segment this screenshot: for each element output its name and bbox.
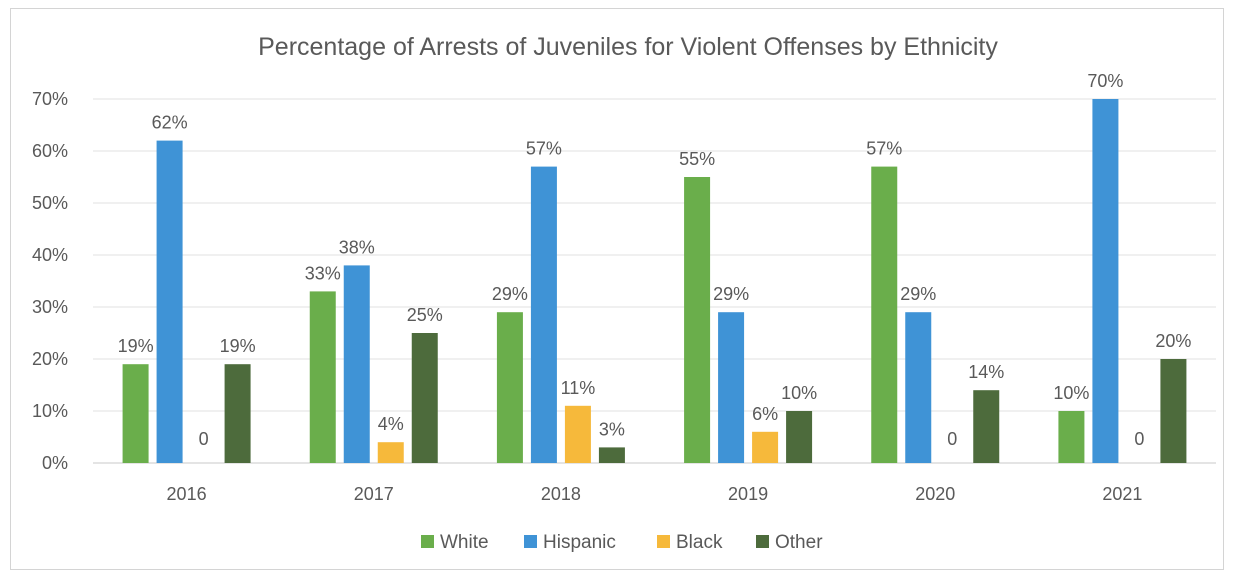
bar-other-2021 bbox=[1160, 359, 1187, 463]
bar-white-2021 bbox=[1058, 411, 1085, 463]
legend-label: Other bbox=[775, 532, 823, 553]
y-tick-label: 0% bbox=[42, 453, 68, 473]
data-label-white-2016: 19% bbox=[118, 336, 154, 356]
data-label-black-2017: 4% bbox=[378, 414, 404, 434]
data-label-white-2017: 33% bbox=[305, 263, 341, 283]
bar-other-2020 bbox=[973, 390, 1000, 463]
y-tick-label: 30% bbox=[32, 297, 68, 317]
bar-white-2020 bbox=[871, 166, 898, 463]
legend-label: Black bbox=[676, 532, 723, 553]
data-label-other-2018: 3% bbox=[599, 419, 625, 439]
legend-swatch bbox=[421, 535, 434, 548]
gridlines bbox=[93, 98, 1216, 464]
y-tick-label: 60% bbox=[32, 141, 68, 161]
x-tick-label: 2021 bbox=[1102, 484, 1142, 504]
y-tick-label: 40% bbox=[32, 245, 68, 265]
y-tick-label: 70% bbox=[32, 89, 68, 109]
data-label-hispanic-2017: 38% bbox=[339, 237, 375, 257]
legend-item-hispanic: Hispanic bbox=[524, 532, 616, 553]
bar-white-2019 bbox=[684, 177, 711, 463]
bar-black-2018 bbox=[564, 405, 591, 463]
x-tick-label: 2019 bbox=[728, 484, 768, 504]
chart-frame bbox=[10, 8, 1224, 570]
data-label-white-2021: 10% bbox=[1053, 383, 1089, 403]
data-label-other-2019: 10% bbox=[781, 383, 817, 403]
data-label-white-2019: 55% bbox=[679, 149, 715, 169]
data-label-black-2016: 0 bbox=[199, 429, 209, 449]
bar-other-2016 bbox=[224, 364, 251, 463]
x-axis-ticks: 2016 2017 2018 2019 2020 2021 bbox=[167, 484, 1143, 504]
data-label-hispanic-2020: 29% bbox=[900, 284, 936, 304]
bar-white-2018 bbox=[496, 312, 523, 463]
x-tick-label: 2020 bbox=[915, 484, 955, 504]
legend: White Hispanic Black Other bbox=[421, 532, 823, 553]
bar-other-2017 bbox=[411, 333, 438, 463]
data-label-white-2018: 29% bbox=[492, 284, 528, 304]
data-label-black-2019: 6% bbox=[752, 404, 778, 424]
bar-hispanic-2019 bbox=[718, 312, 745, 463]
data-label-black-2021: 0 bbox=[1134, 429, 1144, 449]
x-tick-label: 2016 bbox=[167, 484, 207, 504]
legend-item-other: Other bbox=[756, 532, 823, 553]
y-tick-label: 50% bbox=[32, 193, 68, 213]
data-label-other-2017: 25% bbox=[407, 305, 443, 325]
data-labels: 19% 62% 0 19% 33% 38% 4% 25% 29% 57% 11% 3% 55% 29% 6%… bbox=[118, 71, 1192, 449]
data-label-white-2020: 57% bbox=[866, 139, 902, 159]
bars bbox=[122, 99, 1187, 463]
y-axis-ticks: 0% 10% 20% 30% 40% 50% 60% 70% bbox=[32, 89, 68, 473]
data-label-other-2020: 14% bbox=[968, 362, 1004, 382]
bar-black-2019 bbox=[752, 431, 779, 463]
legend-swatch bbox=[756, 535, 769, 548]
data-label-hispanic-2019: 29% bbox=[713, 284, 749, 304]
legend-item-white: White bbox=[421, 532, 489, 553]
chart-title: Percentage of Arrests of Juveniles for V… bbox=[258, 33, 998, 61]
data-label-black-2018: 11% bbox=[561, 378, 596, 398]
bar-white-2016 bbox=[122, 364, 149, 463]
y-tick-label: 20% bbox=[32, 349, 68, 369]
data-label-black-2020: 0 bbox=[947, 429, 957, 449]
bar-other-2018 bbox=[598, 447, 625, 463]
bar-hispanic-2017 bbox=[343, 265, 370, 463]
legend-swatch bbox=[657, 535, 670, 548]
bar-hispanic-2021 bbox=[1092, 99, 1119, 463]
bar-other-2019 bbox=[786, 411, 813, 463]
bar-white-2017 bbox=[309, 291, 336, 463]
x-tick-label: 2018 bbox=[541, 484, 581, 504]
bar-hispanic-2020 bbox=[905, 312, 932, 463]
legend-label: White bbox=[440, 532, 489, 553]
data-label-hispanic-2016: 62% bbox=[152, 113, 188, 133]
legend-label: Hispanic bbox=[543, 532, 616, 553]
data-label-hispanic-2018: 57% bbox=[526, 139, 562, 159]
bar-hispanic-2018 bbox=[530, 166, 557, 463]
y-tick-label: 10% bbox=[32, 401, 68, 421]
legend-item-black: Black bbox=[657, 532, 723, 553]
bar-black-2017 bbox=[377, 442, 404, 463]
data-label-other-2016: 19% bbox=[220, 336, 256, 356]
legend-swatch bbox=[524, 535, 537, 548]
data-label-hispanic-2021: 70% bbox=[1087, 71, 1123, 91]
x-tick-label: 2017 bbox=[354, 484, 394, 504]
bar-hispanic-2016 bbox=[156, 140, 183, 463]
data-label-other-2021: 20% bbox=[1155, 331, 1191, 351]
